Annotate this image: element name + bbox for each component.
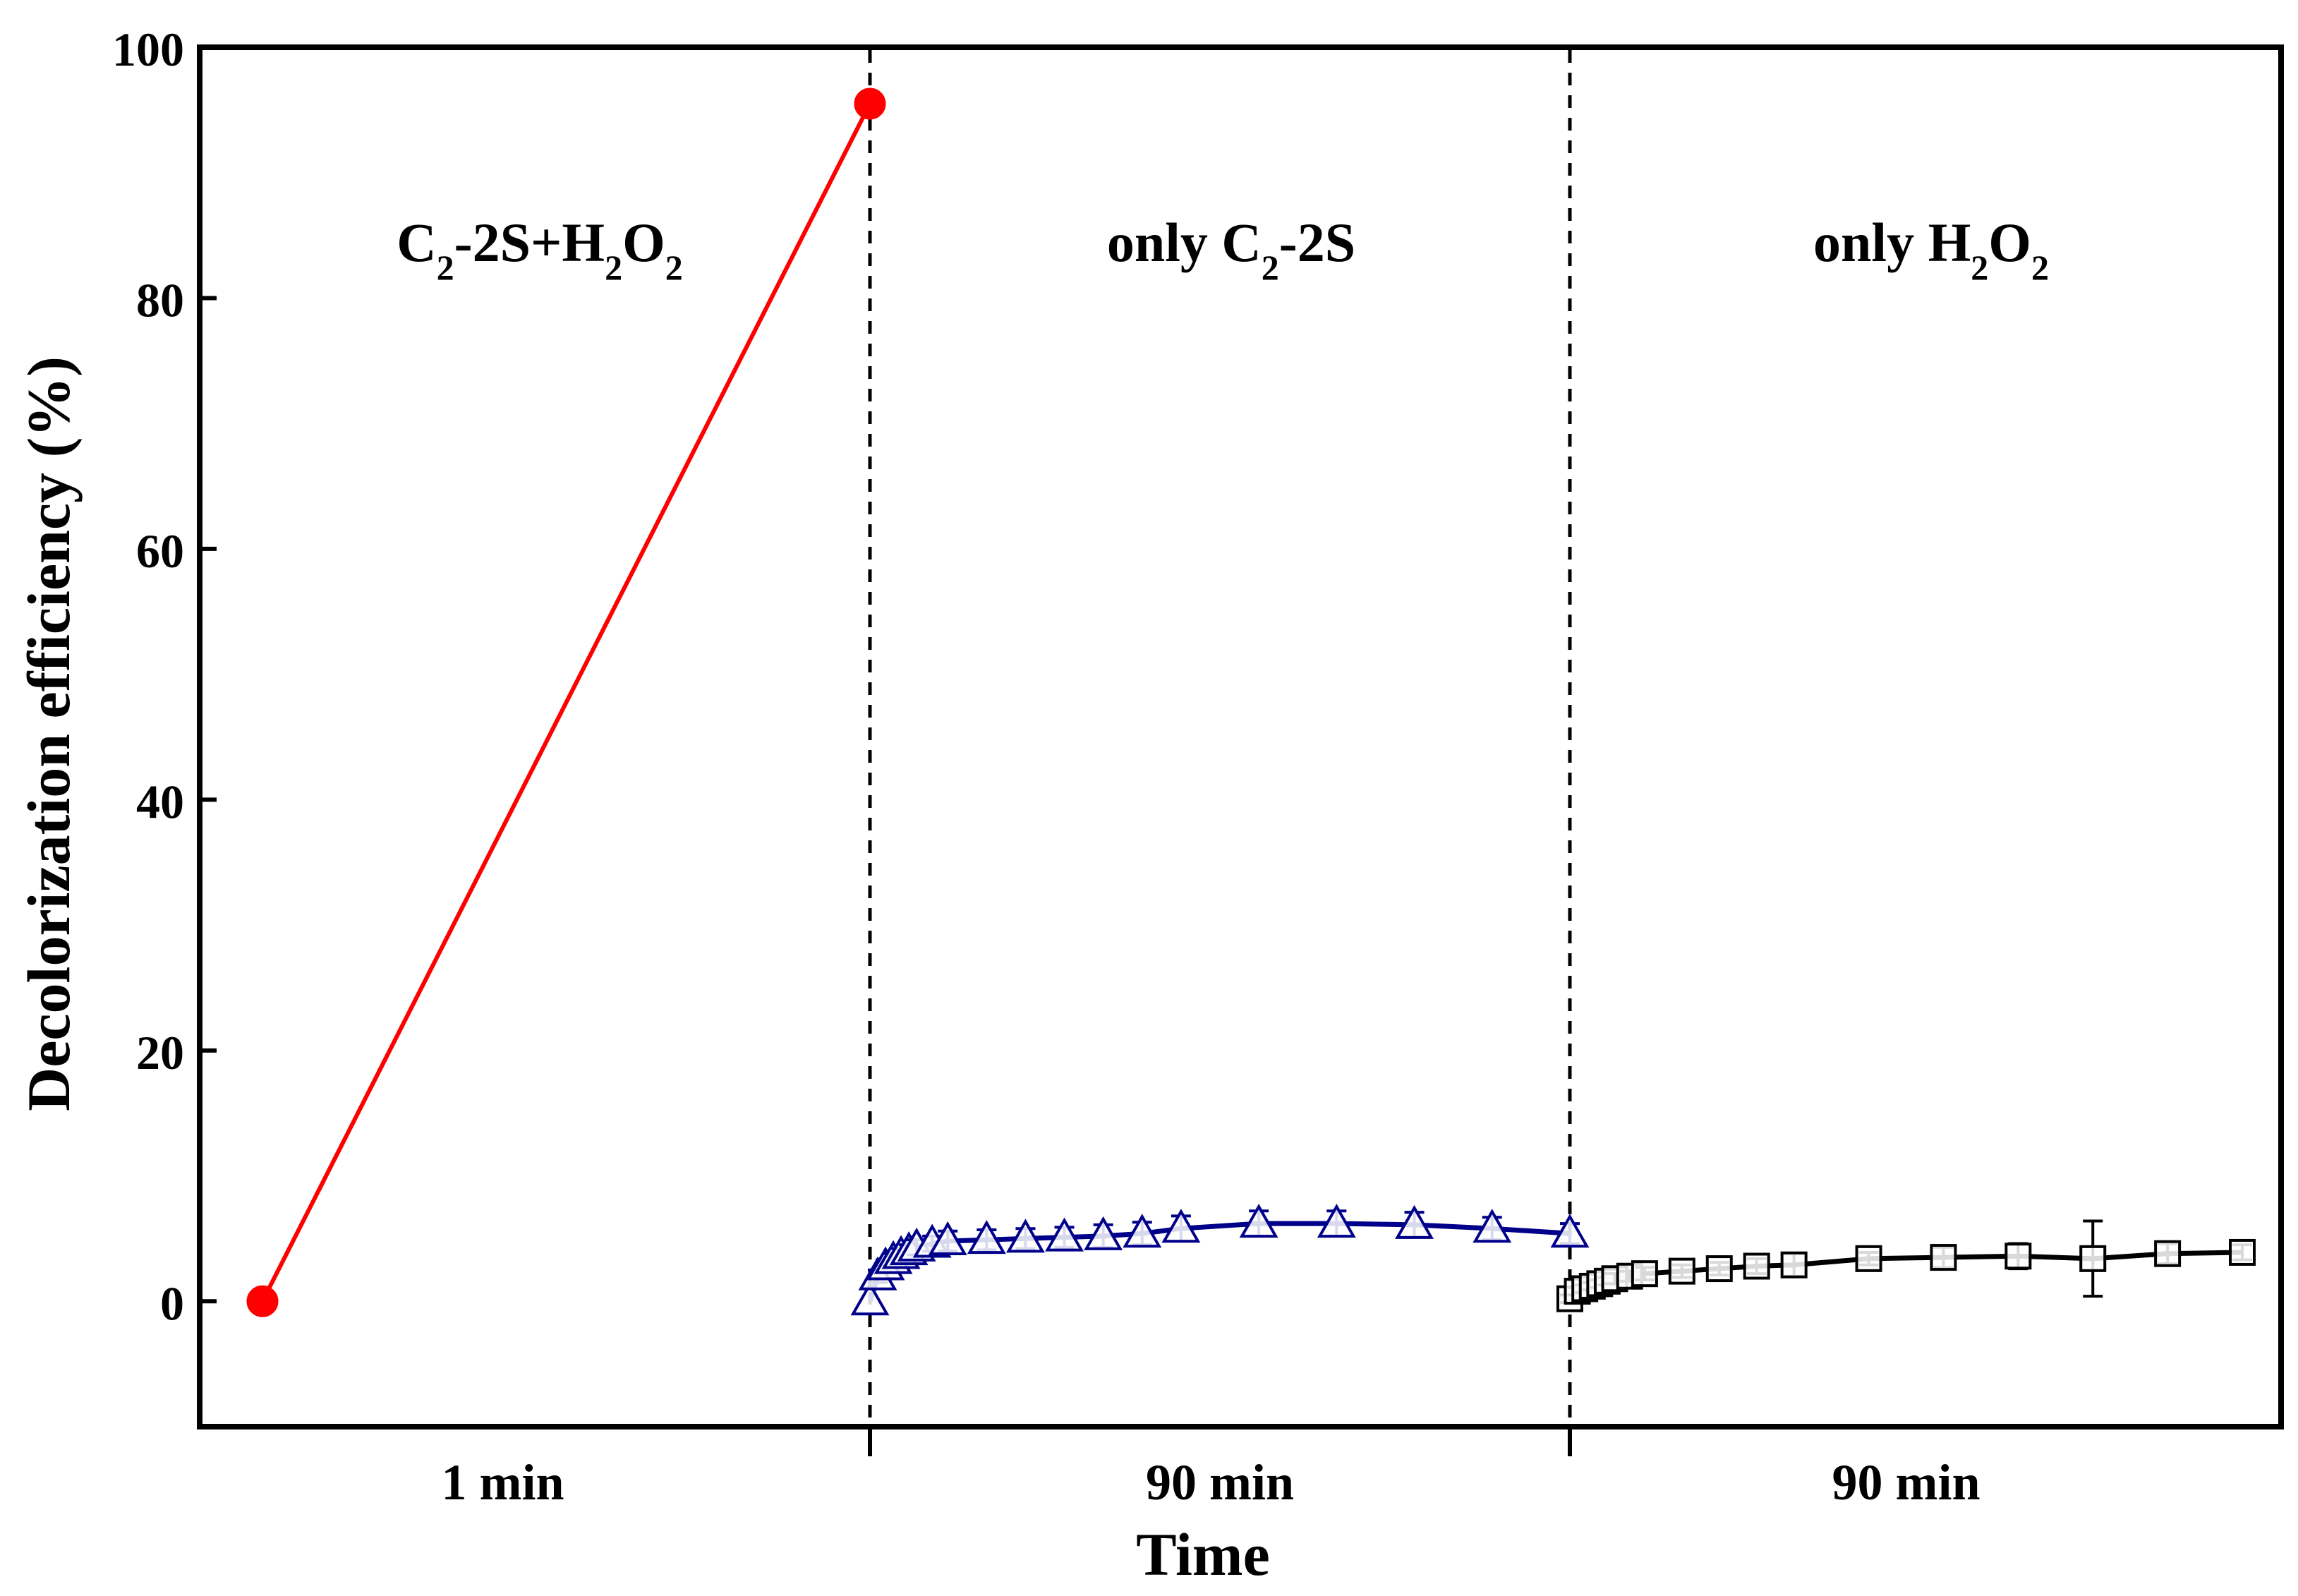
- data-point: [1317, 1204, 1356, 1238]
- y-tick-label: 0: [160, 1276, 184, 1330]
- segment-duration: 1 min: [441, 1454, 564, 1511]
- data-point: [2004, 1243, 2032, 1270]
- data-point: [1855, 1245, 1882, 1272]
- label-text: C: [397, 212, 436, 273]
- data-point: [1005, 1219, 1045, 1253]
- plot-frame: [197, 44, 2284, 1429]
- segment-label: only H2O2: [1813, 212, 2049, 287]
- subscript: 2: [437, 248, 454, 287]
- data-point: [2229, 1238, 2256, 1266]
- series-line: [867, 1221, 1571, 1302]
- data-point: [1084, 1216, 1123, 1250]
- data-point: [1668, 1257, 1695, 1285]
- data-point: [967, 1220, 1006, 1255]
- data-point: [1780, 1251, 1808, 1278]
- label-text: O: [622, 212, 665, 273]
- data-series: [246, 87, 2256, 1317]
- data-point: [1123, 1214, 1162, 1248]
- data-point: [1705, 1255, 1733, 1283]
- data-point: [1395, 1204, 1434, 1239]
- series-2: [1556, 1219, 2256, 1312]
- series-line: [260, 102, 872, 1302]
- subscript: 2: [2031, 248, 2049, 287]
- segment-duration: 90 min: [1146, 1454, 1294, 1511]
- data-point: [1631, 1260, 1658, 1288]
- y-tick-label: 40: [136, 775, 184, 828]
- data-point: [1045, 1217, 1084, 1252]
- subscript: 2: [1971, 248, 1988, 287]
- y-tick-label: 100: [112, 23, 184, 76]
- data-point: [2154, 1240, 2182, 1267]
- data-point: [850, 1281, 890, 1316]
- label-text: -2S: [1279, 212, 1355, 273]
- x-axis: [868, 1427, 1572, 1456]
- segment-label: only C2-2S: [1107, 212, 1355, 287]
- series-1: [850, 1204, 1590, 1316]
- y-tick-label: 60: [136, 524, 184, 578]
- label-text: O: [1988, 212, 2031, 273]
- data-point: [246, 1285, 279, 1317]
- x-axis-title: Time: [1136, 1521, 1270, 1588]
- segment-dividers: [868, 50, 1572, 1424]
- subscript: 2: [605, 248, 622, 287]
- data-point: [854, 87, 886, 120]
- data-point: [1930, 1244, 1957, 1271]
- data-point: [1239, 1204, 1278, 1238]
- segment-duration: 90 min: [1832, 1454, 1980, 1511]
- data-point: [1472, 1209, 1512, 1243]
- y-tick-label: 80: [136, 273, 184, 327]
- subscript: 2: [665, 248, 683, 287]
- data-point: [928, 1221, 967, 1255]
- segment-label: C2-2S+H2O2: [397, 212, 683, 287]
- data-point: [1161, 1209, 1201, 1243]
- series-0: [246, 87, 886, 1317]
- data-point: [1743, 1252, 1770, 1280]
- y-axis-title: Decolorization efficiency (%): [15, 356, 83, 1111]
- label-text: only H: [1813, 212, 1971, 273]
- y-axis: 0 20 40 60 80 100: [112, 23, 217, 1330]
- data-point: [1550, 1214, 1590, 1248]
- subscript: 2: [1262, 248, 1279, 287]
- data-point: [2079, 1245, 2107, 1272]
- y-tick-label: 20: [136, 1026, 184, 1080]
- label-text: only C: [1107, 212, 1262, 273]
- label-text: -2S+H: [454, 212, 605, 273]
